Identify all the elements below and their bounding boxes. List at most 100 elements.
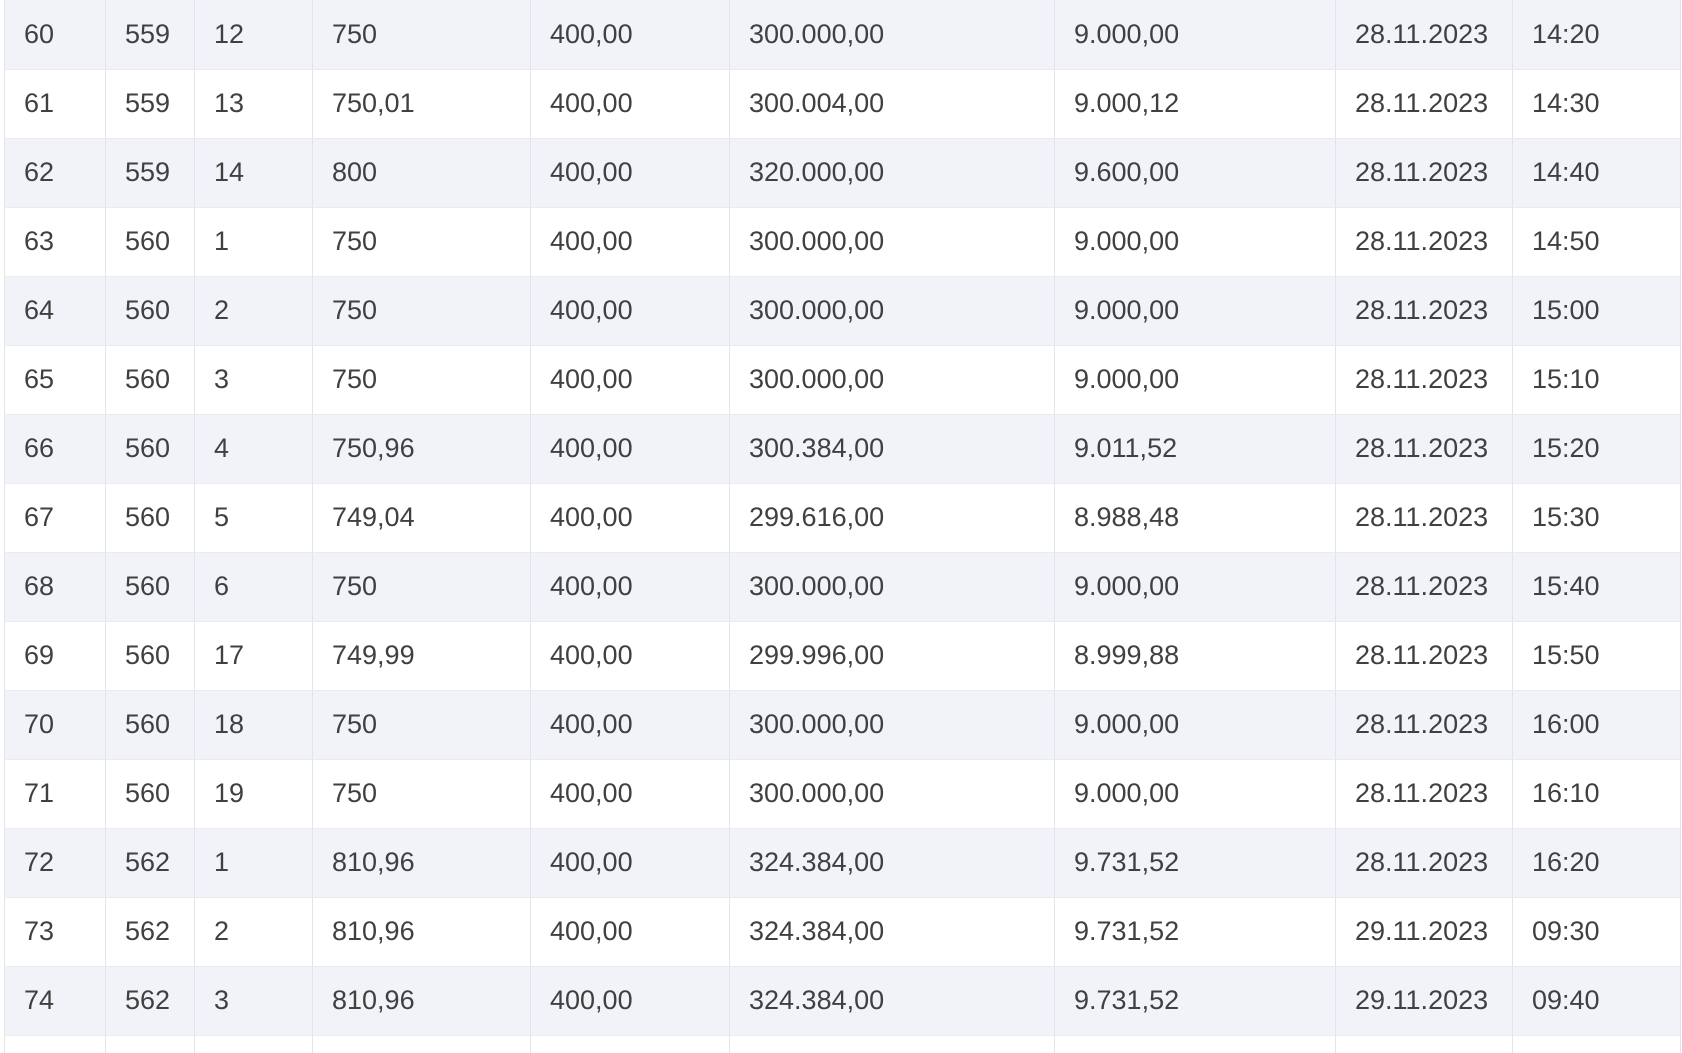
cell-partial [530,1035,730,1053]
cell-group-id: 560 [105,621,195,691]
cell-unit-price: 400,00 [530,690,730,760]
cell-unit-price: 400,00 [530,483,730,553]
cell-fee-amount: 9.731,52 [1054,897,1336,967]
cell-date: 29.11.2023 [1335,966,1513,1036]
table-row: 66 560 4 750,96 400,00 300.384,00 9.011,52 28.1… [4,414,1681,484]
cell-unit-price: 400,00 [530,345,730,415]
cell-unit-price: 400,00 [530,138,730,208]
cell-unit-price: 400,00 [530,69,730,139]
table-row: 72 562 1 810,96 400,00 324.384,00 9.731,52 28.1… [4,828,1681,898]
table-row: 63 560 1 750 400,00 300.000,00 9.000,00 28.11.2… [4,207,1681,277]
cell-unit-price: 400,00 [530,621,730,691]
table-row: 65 560 3 750 400,00 300.000,00 9.000,00 28.11.2… [4,345,1681,415]
cell-partial [1512,1035,1681,1053]
data-table: 60 559 12 750 400,00 300.000,00 9.000,00 28.11.… [4,0,1681,1053]
cell-quantity: 810,96 [312,966,531,1036]
cell-row-number: 63 [4,207,106,277]
cell-unit-price: 400,00 [530,552,730,622]
cell-time: 16:10 [1512,759,1681,829]
cell-time: 15:10 [1512,345,1681,415]
table-row: 62 559 14 800 400,00 320.000,00 9.600,00 28.11.… [4,138,1681,208]
cell-time: 14:30 [1512,69,1681,139]
cell-row-number: 68 [4,552,106,622]
cell-fee-amount: 9.731,52 [1054,966,1336,1036]
cell-group-id: 560 [105,345,195,415]
cell-row-number: 69 [4,621,106,691]
cell-row-number: 71 [4,759,106,829]
cell-item-number: 13 [194,69,313,139]
cell-fee-amount: 9.000,12 [1054,69,1336,139]
cell-date: 28.11.2023 [1335,828,1513,898]
cell-row-number: 70 [4,690,106,760]
cell-date: 28.11.2023 [1335,0,1513,70]
cell-quantity: 750 [312,345,531,415]
cell-date: 28.11.2023 [1335,414,1513,484]
cell-item-number: 3 [194,966,313,1036]
cell-total-amount: 300.384,00 [729,414,1055,484]
cell-quantity: 810,96 [312,828,531,898]
cell-fee-amount: 9.000,00 [1054,552,1336,622]
cell-item-number: 5 [194,483,313,553]
cell-unit-price: 400,00 [530,897,730,967]
cell-item-number: 4 [194,414,313,484]
cell-item-number: 14 [194,138,313,208]
cell-total-amount: 300.000,00 [729,759,1055,829]
cell-total-amount: 300.000,00 [729,690,1055,760]
cell-total-amount: 299.616,00 [729,483,1055,553]
cell-date: 28.11.2023 [1335,552,1513,622]
cell-unit-price: 400,00 [530,0,730,70]
table-row: 74 562 3 810,96 400,00 324.384,00 9.731,52 29.1… [4,966,1681,1036]
cell-item-number: 1 [194,828,313,898]
cell-time: 15:50 [1512,621,1681,691]
cell-time: 16:00 [1512,690,1681,760]
cell-quantity: 750 [312,276,531,346]
cell-fee-amount: 8.999,88 [1054,621,1336,691]
cell-total-amount: 299.996,00 [729,621,1055,691]
cell-unit-price: 400,00 [530,828,730,898]
cell-row-number: 65 [4,345,106,415]
cell-fee-amount: 9.600,00 [1054,138,1336,208]
cell-unit-price: 400,00 [530,207,730,277]
cell-group-id: 559 [105,0,195,70]
cell-unit-price: 400,00 [530,414,730,484]
cell-quantity: 810,96 [312,897,531,967]
table-row: 73 562 2 810,96 400,00 324.384,00 9.731,52 29.1… [4,897,1681,967]
cell-item-number: 2 [194,897,313,967]
cell-group-id: 562 [105,828,195,898]
cell-unit-price: 400,00 [530,276,730,346]
cell-item-number: 18 [194,690,313,760]
cell-group-id: 560 [105,483,195,553]
cell-partial [105,1035,195,1053]
cell-time: 14:50 [1512,207,1681,277]
cell-fee-amount: 8.988,48 [1054,483,1336,553]
cell-time: 14:20 [1512,0,1681,70]
cell-group-id: 560 [105,759,195,829]
cell-group-id: 560 [105,414,195,484]
cell-date: 29.11.2023 [1335,897,1513,967]
cell-item-number: 19 [194,759,313,829]
cell-group-id: 562 [105,897,195,967]
cell-item-number: 6 [194,552,313,622]
data-table-container: 60 559 12 750 400,00 300.000,00 9.000,00 28.11.… [4,0,1682,1053]
table-row: 67 560 5 749,04 400,00 299.616,00 8.988,48 28.1… [4,483,1681,553]
cell-row-number: 72 [4,828,106,898]
cell-time: 14:40 [1512,138,1681,208]
cell-fee-amount: 9.000,00 [1054,276,1336,346]
table-body: 60 559 12 750 400,00 300.000,00 9.000,00 28.11.… [4,0,1681,1053]
cell-time: 09:30 [1512,897,1681,967]
cell-partial [729,1035,1055,1053]
cell-date: 28.11.2023 [1335,759,1513,829]
cell-time: 15:20 [1512,414,1681,484]
cell-quantity: 749,99 [312,621,531,691]
cell-row-number: 61 [4,69,106,139]
table-row: 60 559 12 750 400,00 300.000,00 9.000,00 28.11.… [4,0,1681,70]
cell-date: 28.11.2023 [1335,483,1513,553]
table-row: 69 560 17 749,99 400,00 299.996,00 8.999,88 28.… [4,621,1681,691]
cell-partial [312,1035,531,1053]
cell-fee-amount: 9.731,52 [1054,828,1336,898]
cell-fee-amount: 9.000,00 [1054,345,1336,415]
cell-date: 28.11.2023 [1335,276,1513,346]
cell-total-amount: 300.000,00 [729,345,1055,415]
cell-total-amount: 320.000,00 [729,138,1055,208]
cell-group-id: 560 [105,552,195,622]
